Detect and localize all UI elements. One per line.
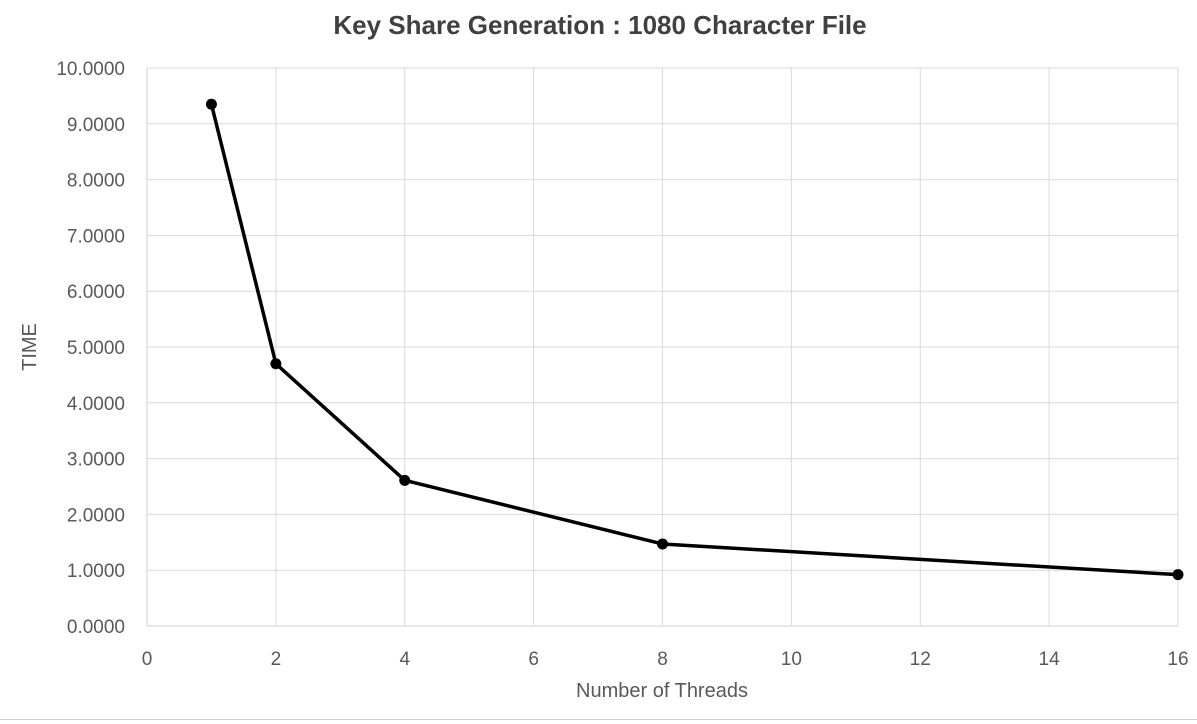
y-tick-label: 8.0000 (67, 171, 125, 192)
y-tick-label: 2.0000 (67, 505, 125, 526)
x-tick-label: 16 (1167, 649, 1188, 670)
data-point (657, 538, 668, 550)
gridlines (147, 67, 1179, 626)
y-tick-label: 4.0000 (67, 394, 125, 415)
x-tick-label: 0 (142, 649, 153, 670)
x-tick-label: 10 (781, 649, 802, 670)
x-tick-label: 4 (399, 649, 410, 670)
y-tick-label: 3.0000 (67, 450, 125, 471)
axis-labels: Key Share Generation : 1080 Character Fi… (19, 10, 867, 702)
x-tick-label: 14 (1039, 649, 1061, 670)
data-point (399, 474, 411, 486)
y-tick-label: 9.0000 (67, 115, 125, 136)
data-point (270, 358, 282, 370)
data-point (205, 98, 217, 110)
y-tick-label: 5.0000 (67, 338, 125, 359)
y-tick-label: 6.0000 (67, 282, 125, 303)
x-tick-label: 2 (271, 649, 282, 670)
x-tick-label: 12 (910, 649, 931, 670)
y-axis-title: TIME (19, 323, 41, 371)
chart-title: Key Share Generation : 1080 Character Fi… (333, 10, 866, 40)
frame-divider (0, 719, 1197, 720)
y-tick-label: 0.0000 (67, 617, 125, 638)
axes: 0.0000 1.0000 2.0000 3.0000 4.0000 5.0000 6.00… (56, 59, 1188, 670)
y-tick-label: 10.0000 (56, 59, 125, 80)
y-tick-label: 1.0000 (67, 561, 125, 582)
x-tick-label: 8 (657, 649, 668, 670)
y-tick-label: 7.0000 (67, 226, 125, 247)
x-axis-title: Number of Threads (576, 680, 748, 702)
x-tick-label: 6 (528, 649, 539, 670)
series-line (209, 102, 1180, 577)
data-series (205, 98, 1184, 581)
data-point (1172, 569, 1184, 581)
